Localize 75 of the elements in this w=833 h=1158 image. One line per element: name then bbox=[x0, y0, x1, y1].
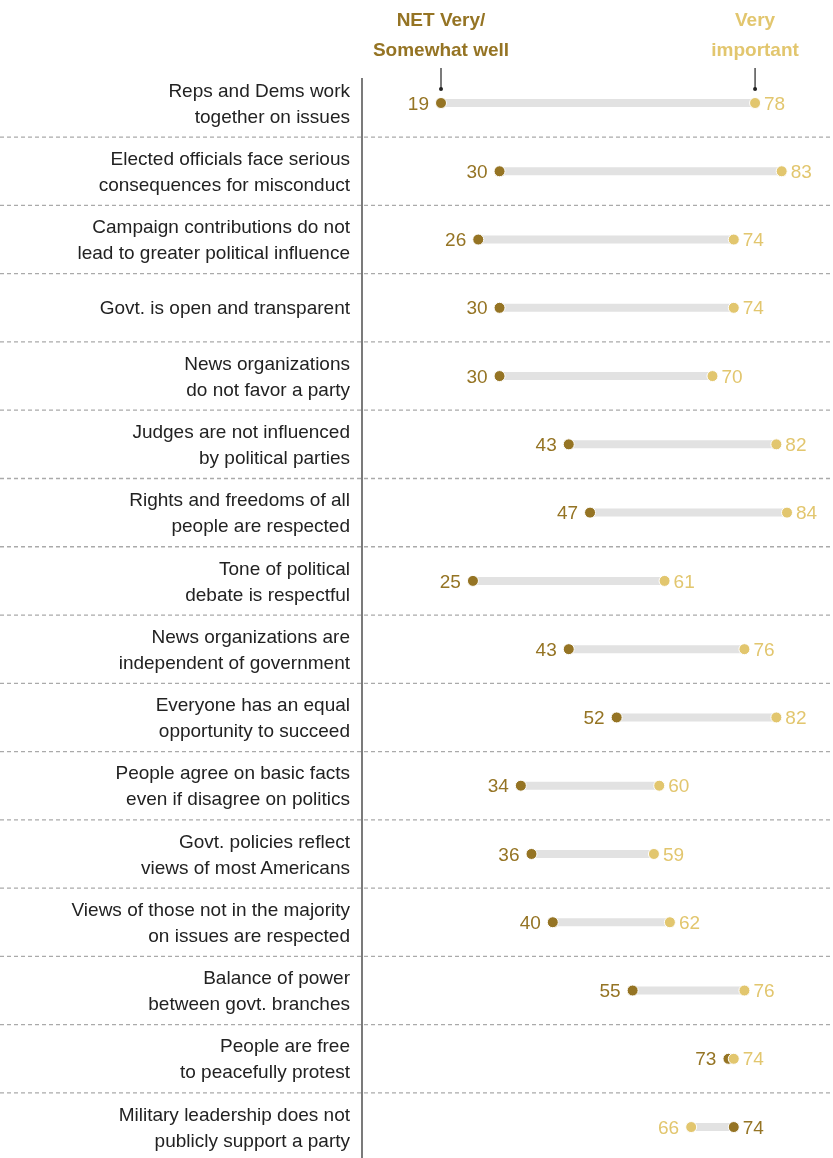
y-tick-label: People are free to peacefully protest bbox=[179, 1035, 351, 1083]
y-tick-label: News organizations do not favor a party bbox=[184, 352, 351, 400]
point bbox=[653, 779, 666, 792]
point bbox=[727, 301, 740, 314]
data-label: 70 bbox=[721, 365, 743, 387]
data-label: 40 bbox=[519, 911, 541, 933]
y-tick-label: Govt. is open and transparent bbox=[99, 297, 351, 319]
point bbox=[685, 1121, 698, 1134]
point bbox=[562, 643, 575, 656]
data-label: 30 bbox=[466, 297, 488, 319]
point bbox=[770, 438, 783, 451]
data-label: 76 bbox=[753, 638, 775, 660]
y-tick-label: Govt. policies reflect views of most Americans bbox=[140, 830, 351, 878]
data-label: 74 bbox=[742, 229, 765, 251]
point bbox=[493, 370, 506, 383]
point bbox=[562, 438, 575, 451]
data-label: 25 bbox=[439, 570, 461, 592]
data-label: 47 bbox=[556, 502, 579, 524]
y-tick-label: Campaign contributions do not lead to greater political influence bbox=[77, 216, 351, 264]
y-tick-label: Everyone has an equal opportunity to succeed bbox=[155, 694, 350, 742]
data-label: 61 bbox=[673, 570, 695, 592]
y-tick-label: News organizations are independent of government bbox=[118, 625, 351, 673]
data-label: 82 bbox=[785, 434, 807, 455]
point bbox=[706, 370, 719, 383]
data-label: 36 bbox=[498, 843, 520, 865]
data-label: 74 bbox=[742, 297, 765, 319]
data-label: 73 bbox=[695, 1048, 717, 1070]
data-label: 62 bbox=[678, 911, 701, 933]
point bbox=[781, 506, 793, 519]
data-label: 30 bbox=[466, 365, 488, 387]
data-label: 78 bbox=[764, 92, 786, 114]
point bbox=[663, 916, 676, 929]
point bbox=[584, 506, 597, 519]
data-label: 26 bbox=[445, 229, 467, 251]
y-tick-label: Balance of power between govt. branches bbox=[148, 967, 351, 1015]
y-tick-label: People agree on basic facts even if disagree on politics bbox=[115, 762, 350, 810]
point bbox=[770, 711, 783, 724]
y-tick-label: Military leadership does not publicly support a party bbox=[118, 1103, 351, 1151]
point bbox=[514, 779, 527, 792]
y-tick-label: Judges are not influenced by political parties bbox=[132, 421, 350, 468]
data-label: 34 bbox=[487, 775, 510, 797]
point bbox=[738, 984, 751, 997]
text: Very important bbox=[711, 9, 800, 60]
point bbox=[610, 711, 623, 724]
y-tick-label: Views of those not in the majority on issues are respected bbox=[71, 898, 351, 946]
y-tick-label: Elected officials face serious consequences for misconduct bbox=[98, 147, 351, 195]
point bbox=[466, 574, 479, 587]
text: NET Very/ Somewhat well bbox=[372, 9, 510, 60]
point bbox=[647, 847, 660, 860]
data-label: 43 bbox=[535, 434, 557, 455]
data-label: 52 bbox=[583, 707, 605, 729]
point bbox=[525, 847, 538, 860]
data-label: 19 bbox=[407, 92, 429, 114]
point bbox=[658, 574, 671, 587]
point bbox=[493, 301, 506, 314]
data-label: 82 bbox=[785, 707, 807, 729]
data-label: 83 bbox=[790, 160, 812, 182]
y-tick-label: Reps and Dems work together on issues bbox=[168, 79, 351, 127]
point bbox=[727, 1052, 740, 1065]
data-label: 59 bbox=[662, 843, 685, 865]
y-tick-label: Rights and freedoms of all people are respected bbox=[129, 489, 350, 537]
data-label: 74 bbox=[742, 1048, 765, 1070]
y-tick-label: Tone of political debate is respectful bbox=[185, 557, 350, 605]
data-label: 84 bbox=[796, 502, 818, 524]
data-label: 60 bbox=[668, 775, 690, 797]
data-label: 30 bbox=[466, 160, 488, 182]
point bbox=[727, 1121, 740, 1134]
data-label: 76 bbox=[753, 980, 775, 1002]
point bbox=[546, 916, 559, 929]
data-label: 43 bbox=[535, 638, 557, 660]
point bbox=[738, 643, 751, 656]
data-label: 55 bbox=[599, 980, 621, 1002]
data-label: 66 bbox=[658, 1116, 680, 1138]
data-label: 74 bbox=[742, 1116, 765, 1138]
point bbox=[626, 984, 639, 997]
